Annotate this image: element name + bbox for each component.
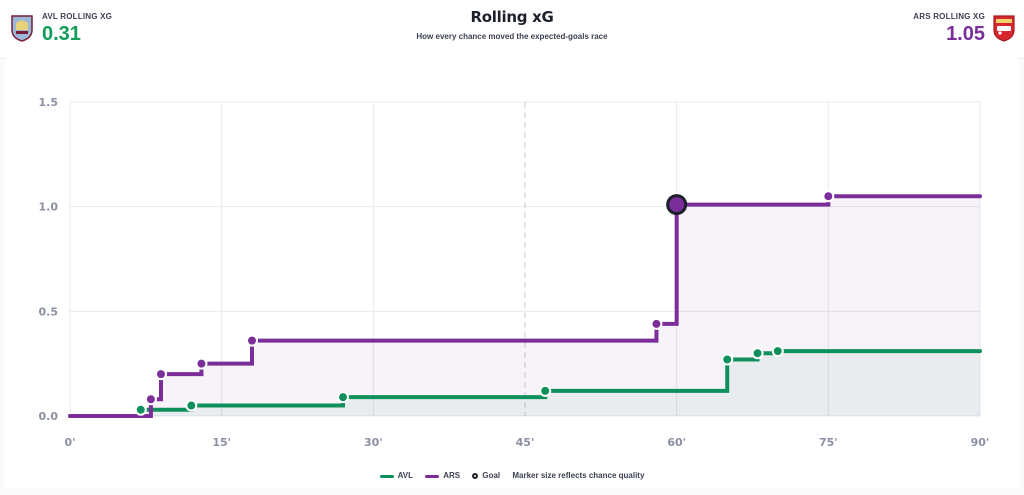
legend-swatch-home bbox=[379, 474, 394, 478]
away-team-summary: ARS ROLLING XG 1.05 bbox=[913, 12, 1016, 45]
marker-layer bbox=[134, 190, 835, 416]
shot-marker bbox=[721, 353, 734, 366]
legend-swatch-away bbox=[425, 474, 440, 478]
y-tick-label: 0.5 bbox=[39, 305, 59, 318]
y-tick-label: 1.0 bbox=[39, 201, 59, 214]
header-bar: AVL ROLLING XG 0.31 Rolling xG How every… bbox=[0, 0, 1024, 59]
shot-marker bbox=[751, 347, 764, 360]
shot-marker bbox=[246, 334, 258, 347]
shot-marker bbox=[771, 345, 784, 358]
y-tick-label: 1.5 bbox=[39, 96, 59, 109]
x-tick-label: 60' bbox=[667, 436, 686, 449]
goal-marker-icon bbox=[472, 473, 479, 480]
legend-label-home: AVL bbox=[397, 471, 413, 481]
shot-marker bbox=[144, 393, 157, 406]
shot-marker bbox=[822, 190, 835, 203]
legend-item-away: ARS bbox=[425, 471, 460, 480]
shot-marker bbox=[185, 399, 198, 412]
y-tick-label: 0.0 bbox=[39, 410, 59, 423]
x-tick-label: 0' bbox=[64, 436, 75, 449]
chart-subtitle: How every chance moved the expected-goal… bbox=[416, 32, 608, 41]
shot-marker bbox=[650, 317, 663, 330]
home-rolling-xg-label: AVL ROLLING XG bbox=[42, 12, 113, 21]
x-tick-label: 45' bbox=[516, 436, 535, 449]
chart-legend: AVL ARS Goal Marker size reflects chance… bbox=[0, 471, 1024, 480]
arsenal-crest-icon bbox=[993, 15, 1015, 42]
aston-villa-crest-icon bbox=[11, 15, 33, 42]
legend-label-away: ARS bbox=[443, 471, 461, 481]
x-tick-label: 15' bbox=[212, 436, 231, 449]
axis-layer: 0.0 0.5 1.0 1.5 0' 15' 30' 45' 60' 75' 90' bbox=[39, 96, 990, 449]
x-tick-label: 75' bbox=[819, 436, 838, 449]
x-tick-label: 30' bbox=[364, 436, 383, 449]
title-block: Rolling xG How every chance moved the ex… bbox=[0, 8, 1024, 41]
shot-marker bbox=[155, 368, 167, 381]
home-team-summary: AVL ROLLING XG 0.31 bbox=[10, 12, 112, 45]
shot-marker bbox=[134, 403, 147, 416]
series-area-avl bbox=[70, 351, 980, 416]
home-rolling-xg-value: 0.31 bbox=[42, 23, 81, 45]
legend-item-goal: Goal bbox=[472, 471, 500, 480]
chart-title: Rolling xG bbox=[470, 8, 554, 26]
goal-marker bbox=[666, 194, 688, 216]
shot-marker bbox=[337, 391, 349, 404]
legend-note: Marker size reflects chance quality bbox=[512, 471, 645, 481]
shot-marker bbox=[539, 384, 552, 397]
away-rolling-xg-value: 1.05 bbox=[946, 23, 985, 45]
legend-item-home: AVL bbox=[379, 471, 413, 481]
x-tick-label: 90' bbox=[971, 436, 990, 449]
shot-marker bbox=[195, 357, 208, 370]
legend-label-goal: Goal bbox=[482, 471, 501, 481]
away-rolling-xg-label: ARS ROLLING XG bbox=[913, 12, 985, 21]
